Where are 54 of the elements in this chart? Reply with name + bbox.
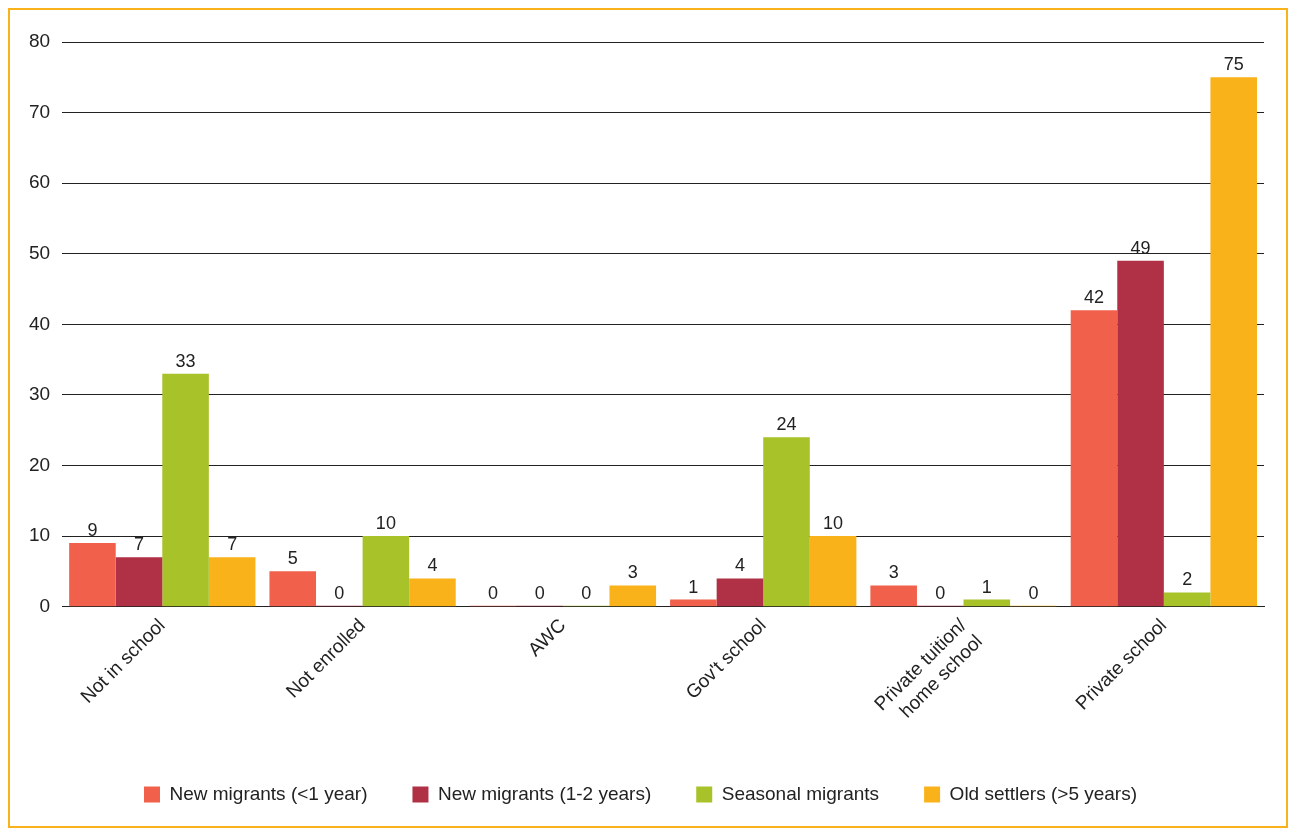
data-label: 10 [375,513,396,534]
bar [809,536,857,607]
bar [208,557,256,607]
data-label: 4 [427,555,438,576]
data-label: 10 [823,513,844,534]
data-label: 42 [1083,287,1104,308]
bar [716,578,764,607]
bar [115,557,163,607]
bar [763,437,810,607]
data-label: 0 [534,582,545,603]
bar [1117,260,1164,607]
y-tick-label: 20 [28,453,51,475]
data-label: 3 [627,562,638,583]
data-label: 33 [175,350,196,371]
data-label: 7 [134,534,145,555]
y-tick-label: 80 [28,30,51,52]
data-label: 75 [1223,54,1244,75]
legend-label: Old settlers (>5 years) [949,782,1138,804]
data-label: 0 [581,582,592,603]
legend-label: New migrants (<1 year) [169,782,368,804]
bar [670,599,717,607]
data-label: 3 [888,562,899,583]
bar [1163,592,1211,607]
data-label: 2 [1182,569,1193,590]
y-tick-label: 50 [28,241,51,263]
data-label: 1 [981,576,992,597]
data-label: 1 [688,576,699,597]
data-label: 4 [734,555,745,576]
y-tick-label: 40 [28,312,51,334]
y-tick-label: 70 [28,100,51,122]
data-label: 9 [87,520,98,541]
data-label: 24 [776,414,797,435]
y-tick-label: 30 [28,383,51,405]
data-label: 0 [935,582,946,603]
data-label: 0 [488,582,499,603]
data-label: 0 [1028,582,1039,603]
y-tick-label: 0 [39,594,51,616]
y-tick-label: 10 [28,524,51,546]
bar [162,373,209,607]
bar [409,578,456,607]
data-label: 0 [334,582,345,603]
bar [269,571,317,607]
bar [870,585,917,607]
bar [1210,77,1257,607]
bar [362,536,410,607]
data-label: 5 [287,548,298,569]
bar [609,585,657,607]
bar [69,543,116,607]
data-label: 7 [227,534,238,555]
bar [963,599,1011,607]
bar [1070,310,1118,607]
legend-label: Seasonal migrants [721,782,880,804]
y-tick-label: 60 [28,171,51,193]
legend-label: New migrants (1-2 years) [437,782,652,804]
